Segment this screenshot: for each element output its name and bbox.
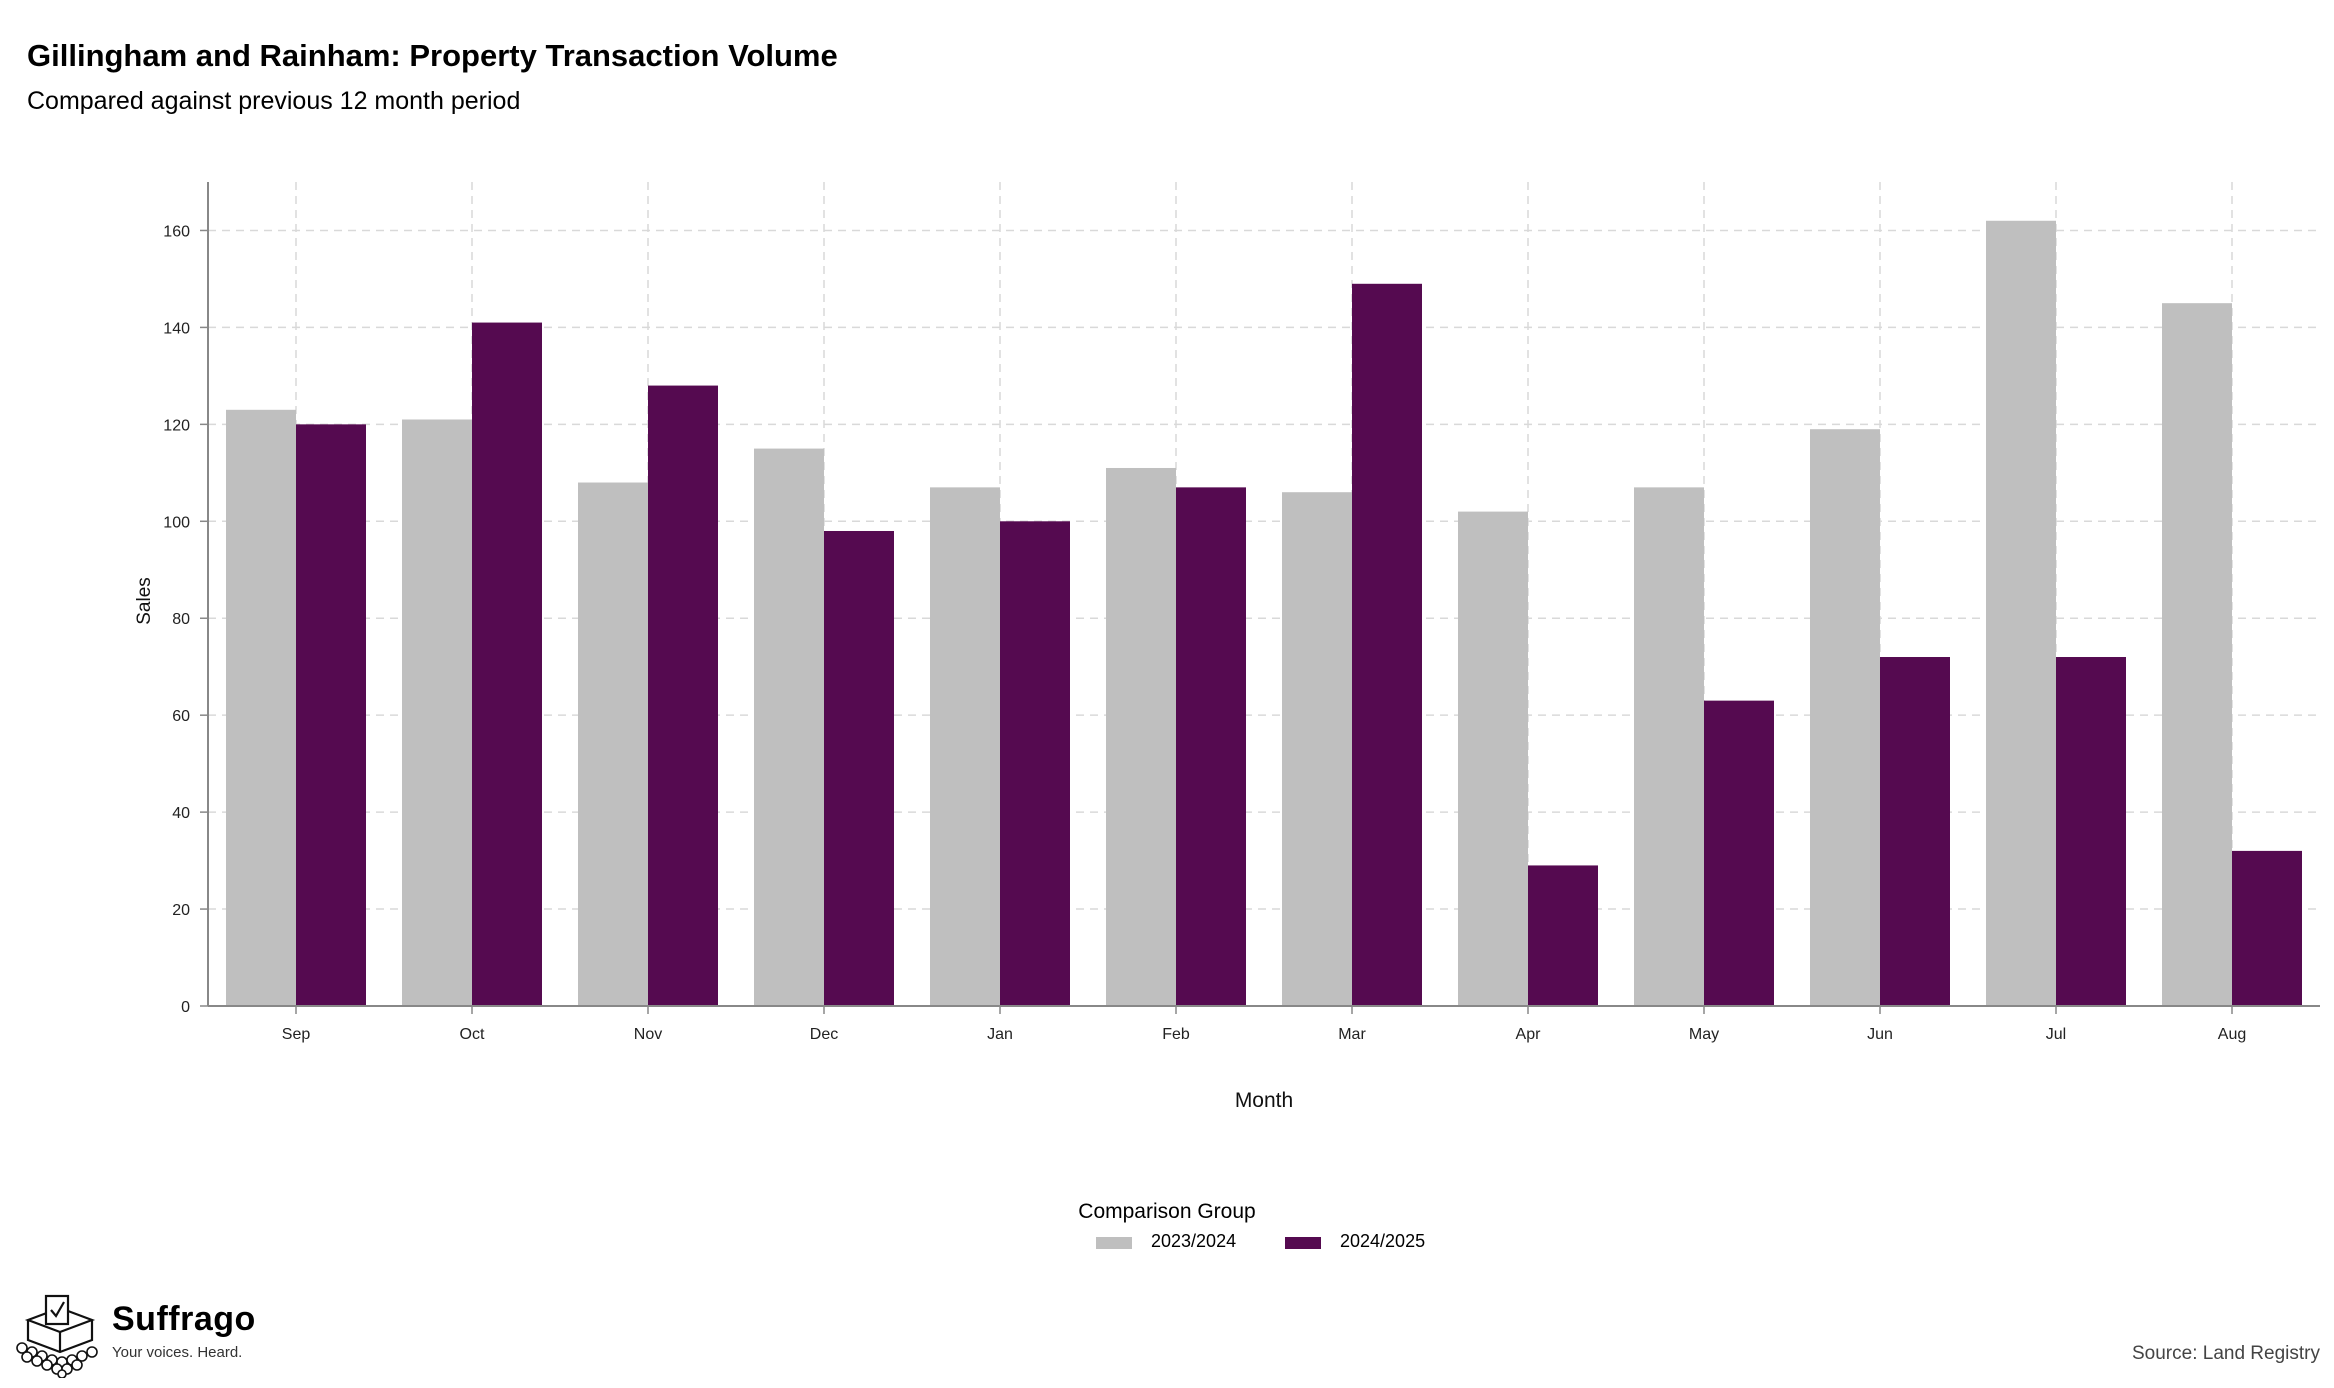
source-note: Source: Land Registry: [2132, 1343, 2320, 1364]
legend-swatch-2023-2024: [1096, 1237, 1132, 1249]
bar: [1458, 511, 1528, 1006]
bar: [2232, 850, 2302, 1006]
brand-logo: Suffrago Your voices. Heard.: [14, 1290, 274, 1380]
bar: [754, 448, 824, 1006]
bar: [1704, 700, 1774, 1006]
y-tick-label: 120: [163, 417, 190, 434]
x-axis-title: Month: [1235, 1089, 1293, 1112]
y-tick-label: 0: [181, 999, 190, 1016]
bar: [1282, 492, 1352, 1006]
x-tick-label: Aug: [2218, 1026, 2246, 1043]
y-tick-label: 160: [163, 223, 190, 240]
x-tick-label: Apr: [1516, 1026, 1542, 1043]
bar: [648, 385, 718, 1006]
bar: [226, 409, 296, 1006]
bar: [402, 419, 472, 1007]
chart-subtitle: Compared against previous 12 month perio…: [27, 87, 521, 115]
y-tick-label: 20: [172, 902, 190, 919]
bar: [578, 482, 648, 1006]
x-tick-label: Feb: [1162, 1026, 1190, 1043]
x-tick-label: Mar: [1338, 1026, 1366, 1043]
x-tick-label: Dec: [810, 1026, 838, 1043]
bar: [824, 530, 894, 1006]
bar: [1986, 220, 2056, 1006]
y-tick-label: 60: [172, 708, 190, 725]
bar: [1528, 865, 1598, 1006]
y-tick-label: 40: [172, 805, 190, 822]
chart-title: Gillingham and Rainham: Property Transac…: [27, 38, 838, 73]
bar: [2162, 303, 2232, 1006]
x-tick-label: Jan: [987, 1026, 1013, 1043]
legend-label-2024-2025: 2024/2025: [1340, 1231, 1426, 1251]
x-tick-label: Nov: [634, 1026, 662, 1043]
y-tick-label: 80: [172, 611, 190, 628]
y-tick-label: 140: [163, 320, 190, 337]
brand-name: Suffrago: [112, 1300, 256, 1338]
x-tick-label: Oct: [460, 1026, 485, 1043]
bar: [930, 487, 1000, 1006]
bar: [1810, 429, 1880, 1006]
legend-title: Comparison Group: [1078, 1200, 1256, 1223]
bar: [1634, 487, 1704, 1006]
legend-label-2023-2024: 2023/2024: [1151, 1231, 1237, 1251]
bar: [472, 322, 542, 1006]
brand-tagline: Your voices. Heard.: [112, 1344, 243, 1361]
bar: [1000, 521, 1070, 1006]
x-tick-label: Sep: [282, 1026, 311, 1043]
x-tick-label: Jun: [1867, 1026, 1893, 1043]
y-axis-title: Sales: [134, 577, 155, 625]
bar: [296, 424, 366, 1007]
y-tick-label: 100: [163, 514, 190, 531]
x-tick-label: May: [1689, 1026, 1719, 1043]
legend-swatch-2024-2025: [1285, 1237, 1321, 1249]
bar: [2056, 657, 2126, 1006]
ballot-box-icon: [16, 1294, 98, 1378]
bar: [1352, 283, 1422, 1007]
bar: [1176, 487, 1246, 1006]
bar: [1106, 467, 1176, 1007]
bar: [1880, 657, 1950, 1006]
x-tick-label: Jul: [2046, 1026, 2066, 1043]
